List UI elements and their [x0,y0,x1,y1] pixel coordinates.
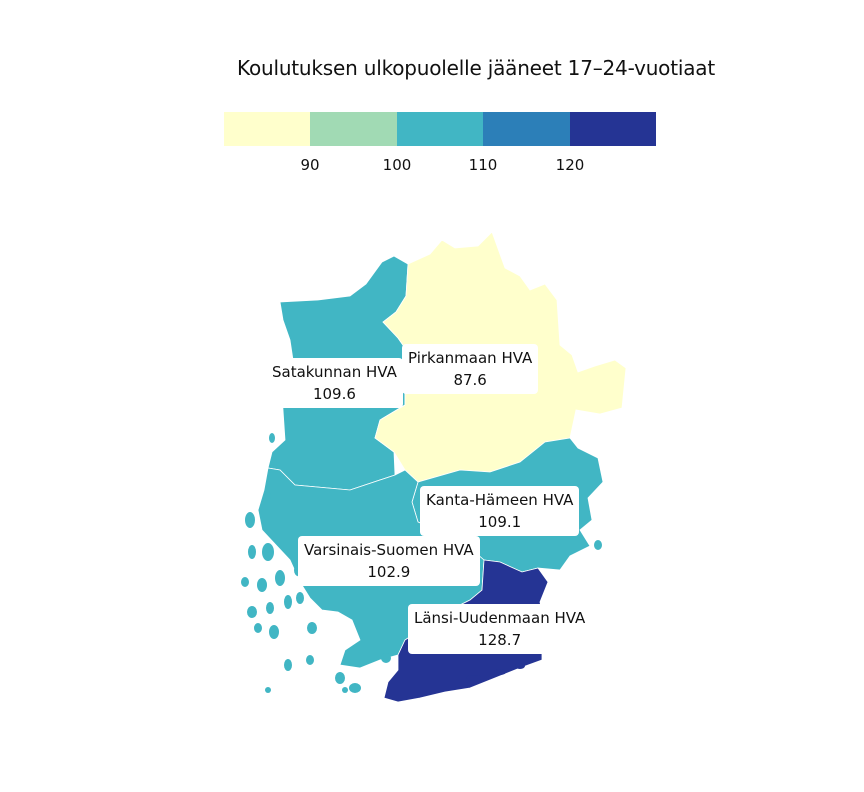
region-name: Pirkanmaan HVA [408,349,533,367]
legend-swatch [569,112,657,146]
legend-swatch [310,112,397,146]
label-varsinais-suomen: Varsinais-Suomen HVA 102.9 [298,536,480,586]
label-satakunnan: Satakunnan HVA 109.6 [266,358,403,408]
region-value: 87.6 [453,371,487,389]
region-name: Varsinais-Suomen HVA [304,541,474,559]
legend-tick: 110 [468,156,498,174]
coastal-islands [466,663,525,681]
region-name: Kanta-Hämeen HVA [426,491,574,509]
label-lansi-uudenmaan: Länsi-Uudenmaan HVA 128.7 [408,604,592,654]
legend-tick: 100 [382,156,412,174]
region-value: 102.9 [367,563,411,581]
legend-tick: 120 [555,156,585,174]
region-name: Länsi-Uudenmaan HVA [414,609,586,627]
region-name: Satakunnan HVA [272,363,397,381]
label-kanta-hameen: Kanta-Hämeen HVA 109.1 [420,486,580,536]
legend-swatch [396,112,484,146]
map-title: Koulutuksen ulkopuolelle jääneet 17–24-v… [237,56,715,80]
region-value: 109.1 [478,513,522,531]
color-legend [224,112,657,146]
region-value: 128.7 [478,631,522,649]
legend-tick: 90 [300,156,320,174]
legend-swatch [224,112,311,146]
label-pirkanmaan: Pirkanmaan HVA 87.6 [402,344,539,394]
legend-swatch [483,112,570,146]
region-value: 109.6 [312,385,356,403]
